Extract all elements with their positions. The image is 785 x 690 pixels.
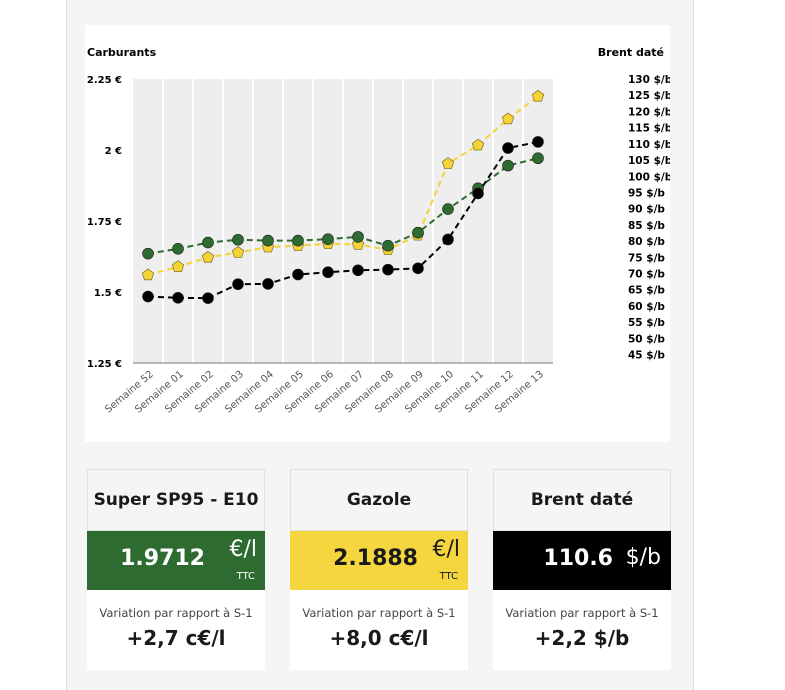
left-tick-label: 1.25 € [87, 359, 122, 370]
data-point [201, 250, 215, 263]
card-title: Super SP95 - E10 [87, 469, 265, 531]
data-point [232, 233, 244, 246]
left-tick-label: 2 € [105, 146, 122, 157]
data-point [142, 247, 154, 260]
data-point [502, 159, 514, 172]
price-unit: €/l [229, 537, 257, 562]
card-sp95: Super SP95 - E10 1.9712 €/l TTC Variatio… [87, 469, 265, 670]
data-point [262, 278, 274, 290]
card-title: Gazole [290, 469, 468, 531]
right-tick-label: 55 $/b [628, 317, 665, 329]
left-axis-title: Carburants [87, 46, 157, 59]
data-point [531, 89, 545, 102]
card-gazole: Gazole 2.1888 €/l TTC Variation par rapp… [290, 469, 468, 670]
data-point [501, 112, 515, 125]
right-tick-label: 75 $/b [628, 252, 665, 264]
price-value: 1.9712 [120, 546, 205, 571]
card-brent: Brent daté 110.6 $/b Variation par rappo… [493, 469, 671, 670]
price-value: 110.6 [543, 546, 613, 571]
right-tick-label: 85 $/b [628, 220, 665, 232]
data-point [472, 187, 484, 200]
right-tick-label: 100 $/b [628, 171, 670, 183]
data-point [412, 226, 424, 239]
right-tick-label: 70 $/b [628, 269, 665, 281]
price-band: 110.6 $/b [493, 531, 671, 590]
data-point [382, 263, 394, 276]
variation-value: +2,2 $/b [534, 626, 630, 650]
variation-value: +8,0 c€/l [329, 626, 429, 650]
data-point [141, 268, 155, 281]
card-title: Brent daté [493, 469, 671, 531]
data-point [532, 152, 544, 165]
variation-label: Variation par rapport à S-1 [505, 606, 659, 620]
data-point [352, 264, 364, 277]
price-band: 1.9712 €/l TTC [87, 531, 265, 590]
right-tick-label: 80 $/b [628, 236, 665, 248]
price-band: 2.1888 €/l TTC [290, 531, 468, 590]
right-tick-label: 65 $/b [628, 285, 665, 297]
variation-label: Variation par rapport à S-1 [99, 606, 253, 620]
left-tick-label: 2.25 € [87, 75, 122, 86]
data-point [262, 234, 274, 247]
data-point [171, 260, 185, 273]
right-tick-label: 105 $/b [628, 155, 670, 167]
data-point [322, 233, 334, 245]
right-tick-label: 120 $/b [628, 106, 670, 118]
data-point [532, 136, 544, 148]
data-point [442, 203, 454, 215]
data-point [202, 292, 214, 304]
left-tick-label: 1.5 € [94, 288, 122, 299]
price-ttc: TTC [236, 571, 255, 582]
price-unit: €/l [432, 537, 460, 562]
data-point [292, 268, 304, 281]
data-point [142, 290, 154, 303]
chart-svg: Carburants Brent daté 2.25 € 2 € 1.75 € 1.5… [87, 46, 670, 416]
left-tick-label: 1.75 € [87, 217, 122, 228]
price-unit: $/b [625, 545, 661, 570]
variation-value: +2,7 c€/l [126, 626, 226, 650]
data-point [502, 142, 514, 154]
data-point [322, 266, 334, 279]
data-point [442, 233, 454, 246]
data-point [412, 262, 424, 275]
data-point [382, 239, 394, 252]
right-tick-label: 50 $/b [628, 333, 665, 345]
right-tick-label: 45 $/b [628, 350, 665, 362]
data-point [441, 157, 455, 169]
right-tick-label: 60 $/b [628, 301, 665, 313]
right-tick-label: 130 $/b [628, 74, 670, 86]
right-axis-title: Brent daté [598, 46, 664, 59]
data-point [202, 236, 214, 249]
right-tick-label: 90 $/b [628, 204, 665, 216]
price-value: 2.1888 [333, 546, 418, 571]
data-point [232, 278, 244, 291]
data-point [471, 138, 485, 151]
data-point [231, 246, 245, 258]
price-chart: Carburants Brent daté 2.25 € 2 € 1.75 € 1.5… [85, 25, 670, 442]
data-point [172, 243, 184, 255]
data-point [352, 231, 364, 243]
right-tick-label: 110 $/b [628, 139, 670, 151]
variation-label: Variation par rapport à S-1 [302, 606, 456, 620]
price-ttc: TTC [439, 571, 458, 582]
right-tick-label: 95 $/b [628, 187, 665, 199]
right-tick-label: 125 $/b [628, 90, 670, 102]
data-point [172, 292, 184, 304]
series-line-1 [147, 95, 539, 276]
data-point [292, 234, 304, 247]
right-tick-label: 115 $/b [628, 123, 670, 135]
